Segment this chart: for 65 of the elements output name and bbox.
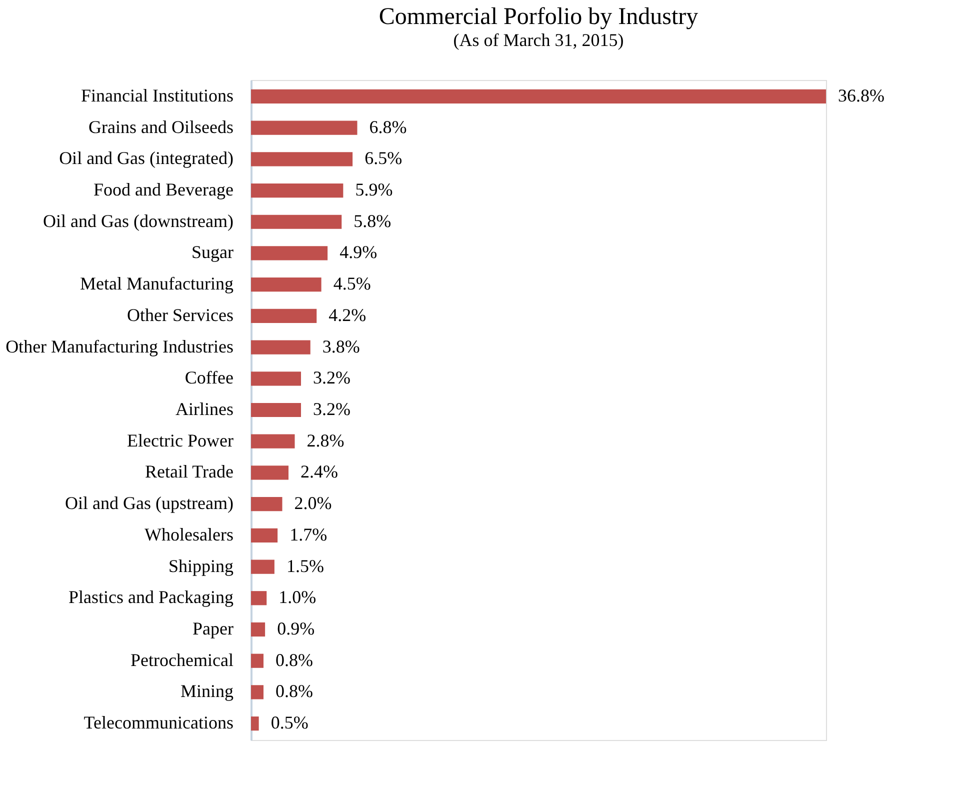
data-label: 2.8% — [306, 430, 344, 450]
bar — [251, 497, 282, 512]
bar — [251, 278, 322, 292]
y-tick-label: Mining — [180, 681, 234, 702]
bar — [251, 528, 278, 542]
data-label: 0.9% — [277, 618, 315, 638]
y-tick-label: Retail Trade — [145, 462, 234, 482]
bar — [251, 308, 317, 323]
data-label: 6.5% — [364, 148, 402, 168]
y-tick-label: Other Services — [127, 304, 234, 325]
data-label: 5.9% — [355, 180, 393, 200]
chart-title: Commercial Porfolio by Industry — [378, 4, 698, 30]
y-tick-label: Grains and Oilseeds — [88, 116, 234, 137]
data-label: 0.8% — [276, 681, 313, 702]
y-tick-label: Plastics and Packaging — [68, 587, 234, 608]
y-tick-label: Oil and Gas (integrated) — [59, 148, 234, 168]
data-label: 0.8% — [276, 650, 313, 670]
bar — [251, 246, 328, 260]
y-tick-label: Sugar — [192, 242, 234, 262]
data-label: 1.5% — [286, 556, 324, 576]
bar — [251, 466, 288, 480]
data-label: 1.7% — [290, 524, 328, 544]
y-tick-label: Wholesalers — [144, 524, 234, 544]
bar — [251, 434, 295, 448]
bar — [251, 214, 342, 229]
bar — [251, 120, 358, 135]
data-label: 3.2% — [313, 399, 350, 419]
bar — [251, 560, 274, 574]
data-label: 2.0% — [294, 493, 332, 514]
bar — [251, 340, 310, 354]
y-tick-label: Paper — [192, 618, 234, 638]
bar — [251, 372, 301, 386]
data-label: 6.8% — [369, 116, 407, 137]
bar — [251, 402, 301, 418]
data-label: 4.5% — [333, 274, 371, 294]
y-tick-label: Electric Power — [127, 430, 234, 450]
data-label: 3.8% — [322, 336, 360, 356]
y-tick-label: Oil and Gas (downstream) — [43, 210, 234, 231]
data-label: 4.9% — [340, 242, 378, 262]
bar — [251, 654, 264, 668]
y-tick-label: Other Manufacturing Industries — [6, 336, 234, 356]
data-label: 3.2% — [313, 368, 350, 388]
bar — [251, 622, 266, 637]
bar — [251, 716, 259, 731]
bar — [251, 591, 267, 606]
chart-subtitle: (As of March 31, 2015) — [453, 30, 624, 50]
data-label: 1.0% — [278, 587, 316, 608]
y-tick-label: Financial Institutions — [81, 85, 234, 106]
y-tick-label: Airlines — [176, 399, 234, 419]
data-label: 5.8% — [354, 210, 392, 231]
data-label: 4.2% — [328, 304, 366, 325]
y-tick-label: Telecommunications — [84, 712, 234, 733]
y-tick-label: Food and Beverage — [94, 180, 234, 200]
bar — [251, 183, 344, 198]
bar — [251, 685, 264, 700]
y-tick-label: Shipping — [168, 556, 234, 576]
data-label: 2.4% — [300, 462, 338, 482]
y-tick-label: Petrochemical — [130, 650, 234, 670]
bar — [251, 152, 353, 166]
y-tick-label: Coffee — [184, 368, 234, 388]
y-tick-label: Oil and Gas (upstream) — [65, 493, 234, 514]
data-label: 36.8% — [838, 85, 884, 106]
y-tick-label: Metal Manufacturing — [80, 274, 234, 294]
bar — [251, 89, 826, 104]
data-label: 0.5% — [270, 712, 308, 733]
